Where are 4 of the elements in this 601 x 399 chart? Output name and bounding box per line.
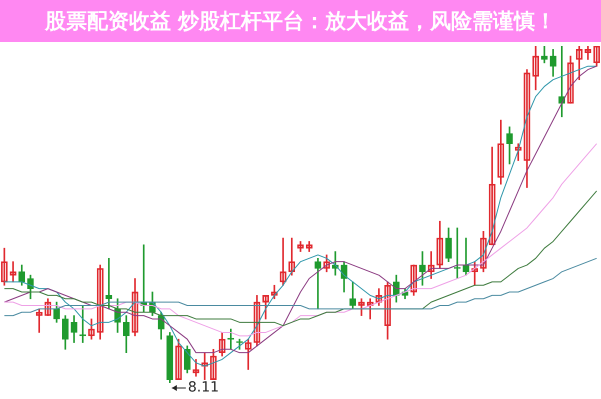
chart-title: 股票配资收益 炒股杠杆平台：放大收益，风险需谨慎！ bbox=[0, 0, 601, 42]
candlestick bbox=[314, 258, 322, 310]
annotation: 8.11 bbox=[188, 380, 220, 396]
candlestick bbox=[462, 238, 470, 276]
